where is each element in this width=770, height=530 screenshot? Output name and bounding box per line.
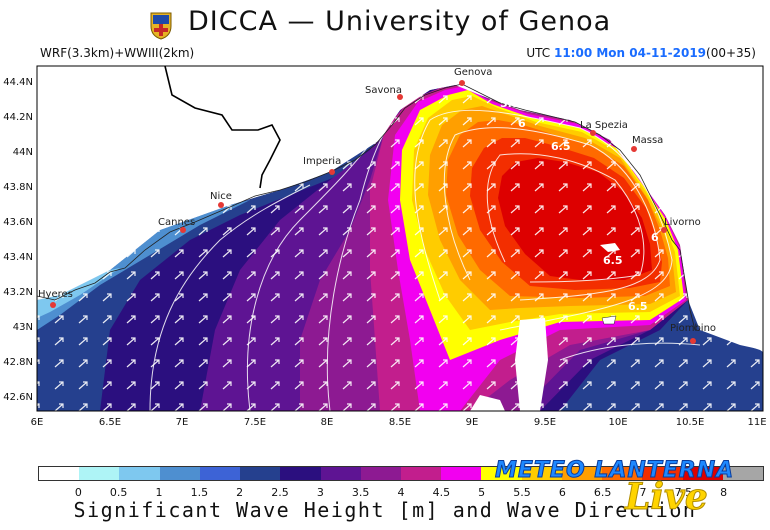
lon-label: 9E <box>466 417 479 428</box>
city-label: Piombino <box>670 323 716 334</box>
lat-label: 44.2N <box>3 112 33 123</box>
city-marker: Livorno <box>661 217 701 233</box>
colorbar-swatch <box>481 467 522 480</box>
meteo-lanterna-logo: METEO LANTERNA Live <box>494 458 745 522</box>
lat-label: 42.6N <box>3 392 33 403</box>
colorbar-label: 0 <box>74 486 82 499</box>
city-marker: Genova <box>454 67 492 86</box>
lon-label: 7.5E <box>244 417 266 428</box>
colorbar-swatch <box>199 467 241 480</box>
contour-label: 5.5 <box>500 97 520 110</box>
colorbar-label: 8 <box>720 486 728 499</box>
city-label: Cannes <box>158 217 195 228</box>
utc-prefix: UTC <box>526 46 551 60</box>
lon-label: 10E <box>608 417 627 428</box>
lon-label: 10.5E <box>676 417 705 428</box>
lon-label: 11E <box>747 417 766 428</box>
contour-label: 6.5 <box>603 254 623 267</box>
city-label: La Spezia <box>580 120 628 131</box>
contour-label: 6.5 <box>628 300 648 313</box>
city-label: Massa <box>632 135 663 146</box>
colorbar-label: 2 <box>236 486 244 499</box>
lon-label: 9.5E <box>534 417 556 428</box>
university-crest-icon <box>150 12 172 40</box>
colorbar-labels: 0 0.5 1 1.5 2 2.5 3 3.5 4 4.5 5 5.5 6 6.5 7 7.5 8 <box>38 486 764 500</box>
brand-name: METEO LANTERNA <box>494 458 735 484</box>
longitude-axis: 6E 6.5E 7E 7.5E 8E 8.5E 9E 9.5E 10E 10.5… <box>31 417 767 428</box>
colorbar-label: 6 <box>558 486 566 499</box>
lat-label: 43.8N <box>3 182 33 193</box>
colorbar-swatch <box>79 467 120 480</box>
city-marker: Nice <box>210 191 232 208</box>
colorbar-swatch <box>602 467 643 480</box>
colorbar-label: 2.5 <box>271 486 289 499</box>
city-label: Livorno <box>664 217 701 228</box>
contour-label: 6.5 <box>551 140 571 153</box>
lon-label: 6E <box>31 417 44 428</box>
lat-label: 43.4N <box>3 252 33 263</box>
city-marker: Piombino <box>670 323 716 344</box>
contour-label: 6 <box>651 231 659 244</box>
colorbar-label: 3 <box>316 486 324 499</box>
lat-label: 43.2N <box>3 287 33 298</box>
city-marker: Savona <box>365 85 403 100</box>
city-label: Nice <box>210 191 232 202</box>
lon-label: 7E <box>176 417 189 428</box>
colorbar-swatch <box>722 467 763 480</box>
colorbar-swatch <box>521 467 562 480</box>
lat-label: 44.4N <box>3 77 33 88</box>
colorbar-swatch <box>39 467 80 480</box>
colorbar-swatch <box>360 467 401 480</box>
colorbar <box>38 466 764 481</box>
colorbar-swatch <box>400 467 442 480</box>
colorbar-label: 0.5 <box>109 486 128 499</box>
brand-live: Live <box>625 476 709 519</box>
colorbar-label: 7 <box>639 486 647 499</box>
colorbar-label: 5.5 <box>513 486 531 499</box>
lon-label: 8E <box>321 417 334 428</box>
city-label: Savona <box>365 85 402 96</box>
colorbar-swatch <box>280 467 321 480</box>
lat-label: 43N <box>13 322 33 333</box>
city-marker: Cannes <box>158 217 195 233</box>
colorbar-swatch <box>682 467 723 480</box>
utc-offset: (00+35) <box>706 46 756 60</box>
city-marker: La Spezia <box>580 120 628 136</box>
colorbar-swatch <box>441 467 482 480</box>
page-title: DICCA — University of Genoa <box>188 6 612 37</box>
lat-label: 44N <box>13 147 33 158</box>
colorbar-swatch <box>561 467 603 480</box>
colorbar-label: 1.5 <box>190 486 209 499</box>
colorbar-label: 7.5 <box>674 486 693 499</box>
colorbar-label: 4.5 <box>432 486 451 499</box>
contour-label: 6 <box>518 117 526 130</box>
lat-label: 42.8N <box>3 357 33 368</box>
colorbar-label: 5 <box>478 486 486 499</box>
colorbar-swatch <box>642 467 683 480</box>
colorbar-label: 3.5 <box>351 486 370 499</box>
lon-label: 6.5E <box>99 417 121 428</box>
city-label: Imperia <box>303 156 341 167</box>
lat-label: 43.6N <box>3 217 33 228</box>
colorbar-swatch <box>159 467 200 480</box>
city-marker: Massa <box>631 135 663 152</box>
model-label: WRF(3.3km)+WWIII(2km) <box>40 46 195 60</box>
city-marker: Hyeres <box>38 289 73 308</box>
legend-title: Significant Wave Height [m] and Wave Dir… <box>73 498 697 522</box>
colorbar-swatch <box>119 467 160 480</box>
city-marker: Imperia <box>303 156 341 175</box>
forecast-time: UTC 11:00 Mon 04-11-2019(00+35) <box>526 46 756 60</box>
lon-label: 8.5E <box>389 417 411 428</box>
latitude-axis: 44.4N 44.2N 44N 43.8N 43.6N 43.4N 43.2N … <box>3 77 33 403</box>
utc-time: 11:00 Mon 04-11-2019 <box>553 46 707 60</box>
colorbar-label: 4 <box>397 486 405 499</box>
colorbar-swatch <box>320 467 361 480</box>
city-label: Hyeres <box>38 289 73 300</box>
colorbar-label: 1 <box>155 486 163 499</box>
colorbar-label: 6.5 <box>593 486 612 499</box>
city-label: Genova <box>454 67 492 78</box>
colorbar-swatch <box>240 467 281 480</box>
